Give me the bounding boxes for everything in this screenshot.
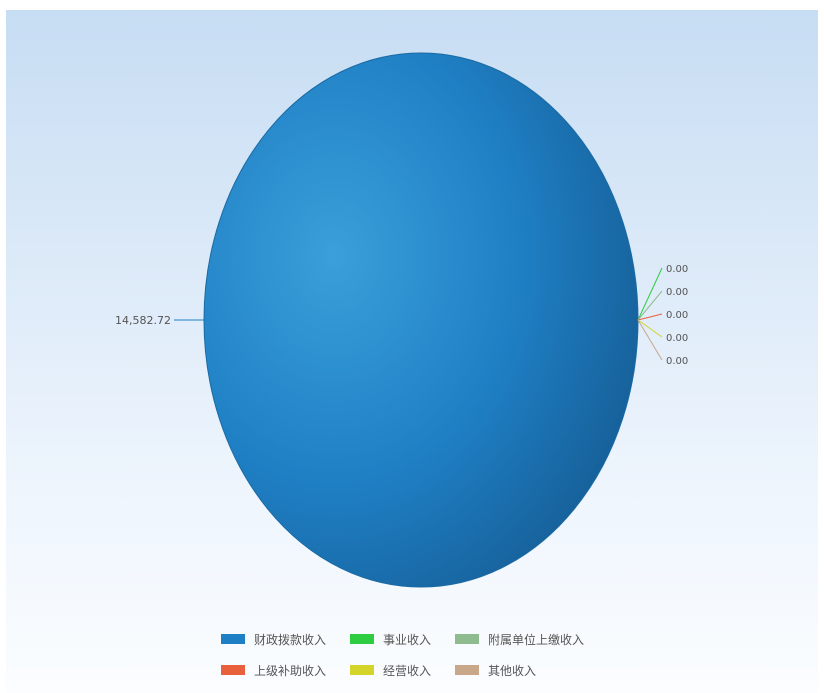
data-label: 14,582.72 [115, 314, 171, 327]
leader-line [637, 313, 663, 321]
legend-label: 事业收入 [383, 632, 432, 647]
chart-panel: 14,582.72 0.00 0.00 0.00 0.00 0.00 财政拨款收入 事业收入… [6, 10, 818, 693]
legend-label: 上级补助收入 [254, 663, 327, 678]
legend-item[interactable]: 其他收入 [455, 662, 536, 679]
legend-item[interactable]: 财政拨款收入 [221, 631, 326, 648]
leader-line [637, 267, 663, 321]
legend-swatch [221, 634, 245, 644]
pie-slice [203, 52, 639, 588]
legend-item[interactable]: 事业收入 [350, 631, 431, 648]
data-label: 0.00 [666, 287, 688, 298]
legend-row: 上级补助收入 经营收入 其他收入 [221, 661, 560, 679]
legend-item[interactable]: 附属单位上缴收入 [455, 631, 584, 648]
legend-swatch [221, 665, 245, 675]
legend-label: 其他收入 [488, 663, 537, 678]
leader-line [637, 290, 663, 321]
leader-line [637, 319, 663, 338]
legend-swatch [350, 665, 375, 675]
data-label: 0.00 [666, 310, 688, 321]
legend-swatch [350, 634, 375, 644]
data-label: 0.00 [666, 264, 688, 275]
leader-line [637, 319, 663, 361]
legend-label: 经营收入 [383, 663, 432, 678]
legend-label: 财政拨款收入 [254, 632, 327, 647]
data-label: 0.00 [666, 333, 688, 344]
data-label: 0.00 [666, 356, 688, 367]
legend-item[interactable]: 经营收入 [350, 662, 431, 679]
legend-row: 财政拨款收入 事业收入 附属单位上缴收入 [221, 630, 608, 648]
legend-swatch [455, 634, 480, 644]
legend-item[interactable]: 上级补助收入 [221, 662, 326, 679]
legend-label: 附属单位上缴收入 [488, 632, 585, 647]
pie-chart: 14,582.72 0.00 0.00 0.00 0.00 0.00 [115, 52, 688, 588]
legend-swatch [455, 665, 480, 675]
